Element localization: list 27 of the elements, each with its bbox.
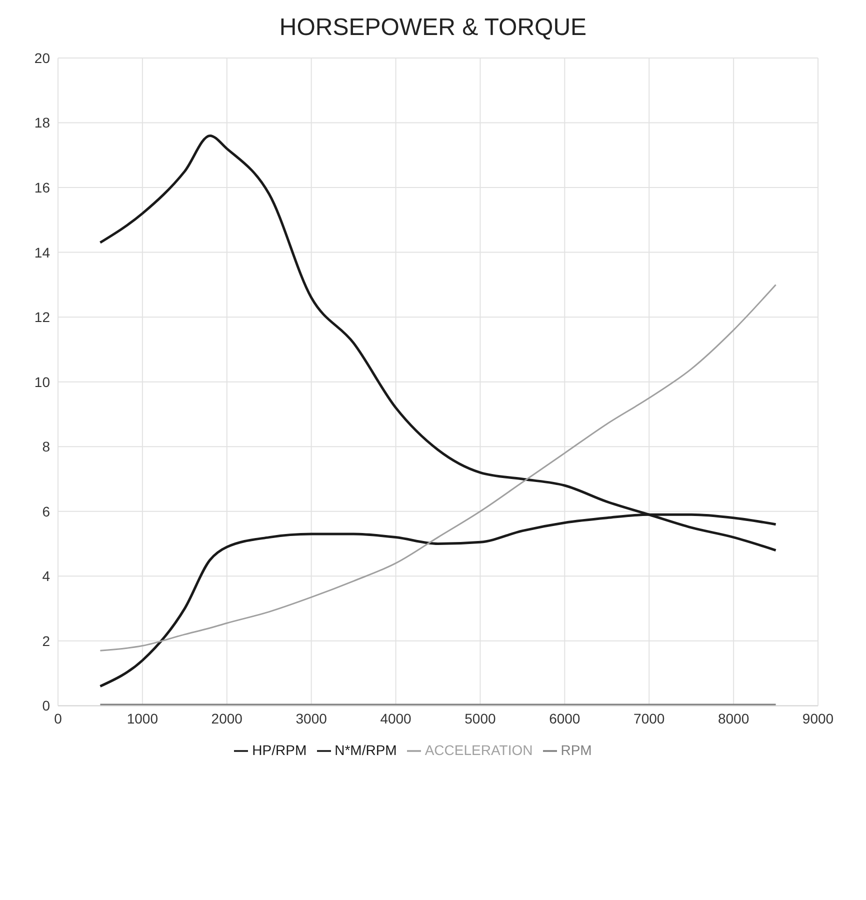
- legend-label: N*M/RPM: [334, 742, 397, 758]
- y-tick-label: 8: [42, 438, 50, 455]
- x-tick-label: 8000: [718, 710, 750, 727]
- legend-label: ACCELERATION: [424, 742, 533, 758]
- x-tick-label: 7000: [634, 710, 665, 727]
- x-tick-label: 1000: [126, 710, 158, 727]
- chart-title: HORSEPOWER & TORQUE: [278, 14, 588, 42]
- legend-label: RPM: [560, 742, 592, 758]
- y-tick-label: 14: [34, 244, 50, 260]
- y-tick-label: 4: [42, 568, 50, 584]
- line-series: [99, 284, 777, 652]
- legend-label: HP/RPM: [252, 742, 307, 758]
- y-tick-label: 12: [34, 309, 50, 326]
- y-tick-label: 0: [42, 698, 50, 714]
- x-tick-label: 2000: [211, 710, 243, 727]
- y-tick-label: 6: [42, 503, 50, 520]
- y-tick-label: 20: [34, 50, 50, 66]
- x-tick-label: 9000: [802, 710, 834, 727]
- x-tick-label: 6000: [549, 710, 580, 727]
- y-tick-label: 2: [42, 632, 50, 649]
- x-tick-label: 0: [54, 710, 62, 727]
- y-tick-label: 10: [34, 374, 50, 390]
- x-tick-label: 5000: [464, 710, 496, 727]
- x-tick-label: 4000: [380, 710, 412, 727]
- y-tick-label: 16: [34, 180, 50, 196]
- y-tick-label: 18: [34, 114, 50, 131]
- x-tick-label: 3000: [296, 710, 328, 727]
